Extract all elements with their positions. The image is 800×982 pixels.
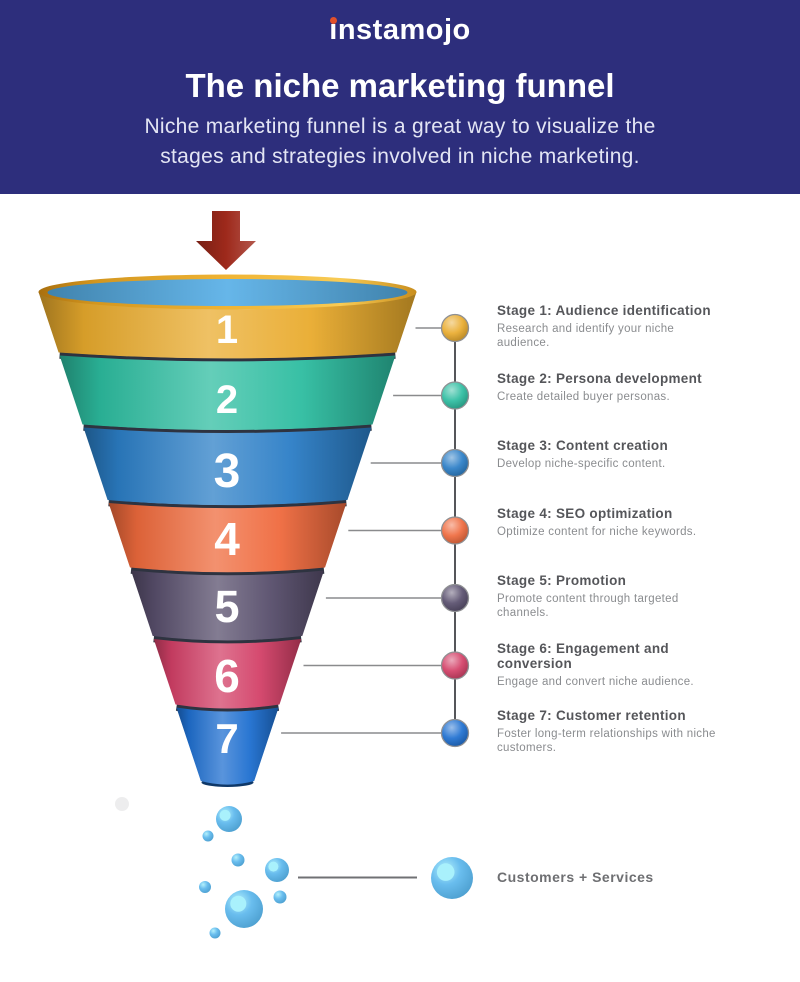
- bubble: [199, 881, 211, 893]
- bubble-highlight: [268, 861, 279, 872]
- bubble: [231, 853, 245, 867]
- funnel-stage-number: 4: [214, 513, 240, 565]
- logo-i-dot: [330, 17, 338, 24]
- brand-logo: ınstamojo: [0, 15, 800, 45]
- funnel-stage-number: 6: [214, 650, 240, 702]
- funnel-stage-number: 2: [216, 378, 238, 422]
- bubble: [273, 890, 287, 904]
- funnel-separator: [153, 635, 302, 647]
- stage-dot: [440, 381, 470, 410]
- funnel-mouth-opening: [47, 279, 408, 306]
- bubble: [209, 927, 221, 939]
- stage-dot: [440, 516, 470, 545]
- funnel-stage-number: 7: [215, 715, 238, 762]
- funnel-separator: [175, 704, 280, 715]
- funnel-separator: [59, 352, 396, 365]
- funnel-stage-number: 5: [214, 581, 239, 632]
- funnel-stage-number: 3: [214, 445, 241, 498]
- funnel-graphic: 1 2 3 4 5 6 7: [38, 211, 473, 939]
- brand-logo-text: ınstamojo: [329, 14, 471, 46]
- funnel-stage-segment: [83, 427, 372, 506]
- bubble: [202, 830, 214, 842]
- funnel-separator: [83, 424, 372, 437]
- faded-bubble: [115, 797, 129, 811]
- page-title: The niche marketing funnel: [185, 67, 615, 104]
- customers-label: Customers + Services: [497, 869, 654, 885]
- header: ınstamojo The niche marketing funnel Nic…: [0, 0, 800, 194]
- stage-dot: [440, 651, 470, 680]
- funnel-stage-segment: [131, 570, 324, 641]
- funnel-stage-segment: [153, 639, 302, 709]
- stage-dot: [440, 583, 470, 613]
- funnel-stage-segment: [108, 503, 347, 573]
- stage-dot: [440, 448, 470, 478]
- down-arrow-icon: [196, 211, 256, 270]
- bubble-highlight: [436, 863, 455, 881]
- bubble-highlight: [230, 895, 247, 912]
- funnel-stage-segment: [59, 355, 396, 430]
- stage-dot: [440, 718, 470, 748]
- funnel-stage-number: 1: [216, 308, 238, 352]
- funnel-stage-segment: [38, 292, 417, 359]
- page-subtitle: Niche marketing funnel is a great way to…: [144, 115, 656, 168]
- bubble-highlight: [219, 809, 231, 821]
- funnel-stage-segment: [176, 707, 279, 785]
- stage-dot: [440, 313, 470, 343]
